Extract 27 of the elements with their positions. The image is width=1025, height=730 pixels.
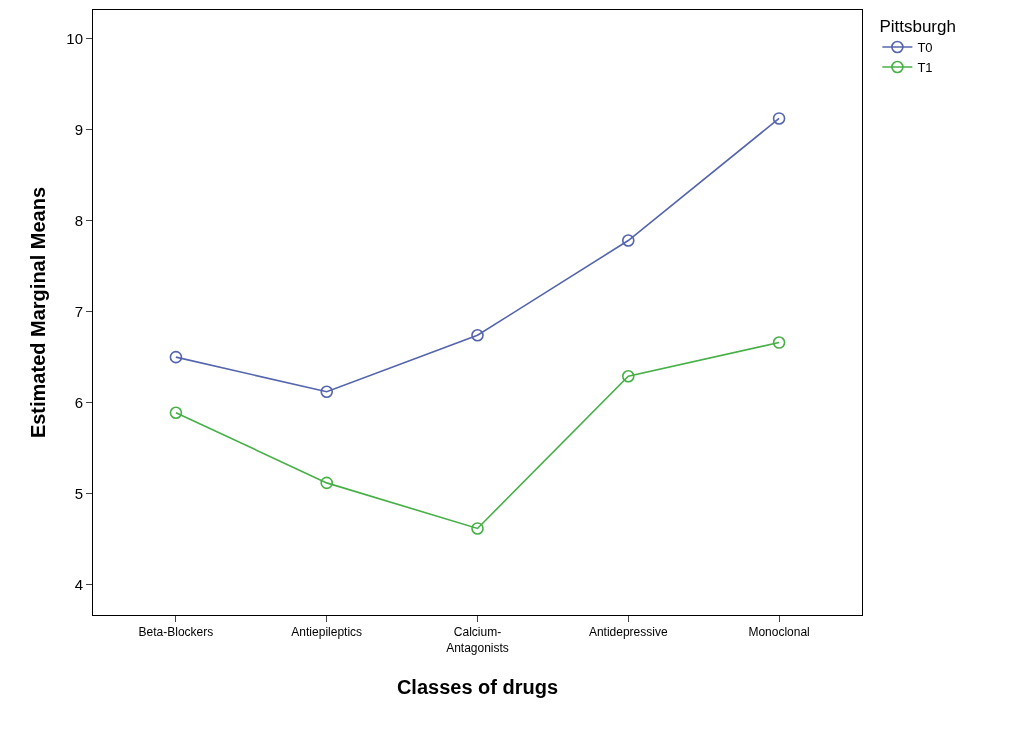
y-tick-label: 9 <box>74 120 83 138</box>
x-tick-label: Beta-Blockers <box>138 625 214 640</box>
x-tick-label: Antiepileptics <box>291 625 363 640</box>
y-tick-label: 4 <box>74 576 83 594</box>
point <box>621 234 635 247</box>
x-tick-label: Calcium- Antagonists <box>446 625 509 655</box>
point <box>772 112 786 125</box>
y-tick-label: 10 <box>66 29 83 47</box>
point <box>169 350 183 364</box>
x-tick-label: Antidepressive <box>588 625 668 640</box>
x-tick-label: Monoclonal <box>748 625 810 640</box>
point <box>320 385 334 399</box>
legend-label: T1 <box>917 60 933 76</box>
point <box>169 406 183 420</box>
y-axis-title: Estimated Marginal Means <box>26 186 49 439</box>
y-tick-label: 6 <box>74 393 83 411</box>
point <box>772 336 786 349</box>
point <box>320 476 334 490</box>
y-tick-label: 8 <box>74 211 83 229</box>
point <box>471 522 484 535</box>
legend-title: Pittsburgh <box>879 17 956 37</box>
point <box>471 328 484 342</box>
y-tick-label: 7 <box>74 302 83 320</box>
y-tick-label: 5 <box>74 485 83 503</box>
legend-label: T0 <box>917 40 933 56</box>
x-axis-title: Classes of drugs <box>396 675 559 698</box>
point <box>621 369 635 383</box>
